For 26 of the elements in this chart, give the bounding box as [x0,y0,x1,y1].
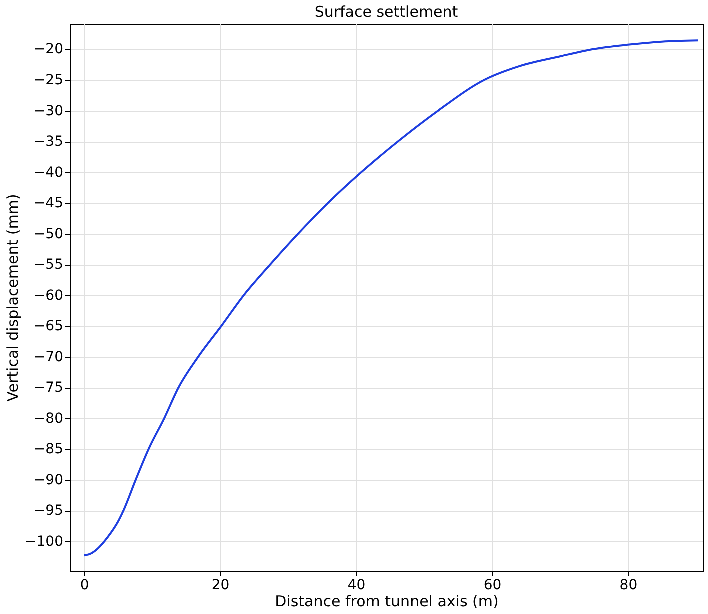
line-series [83,40,700,557]
y-tick-label: −70 [34,349,64,366]
chart-title: Surface settlement [314,3,458,21]
x-axis-title: Distance from tunnel axis (m) [275,592,499,610]
x-tick-label: 40 [348,578,366,594]
y-tick-label: −25 [34,72,64,88]
x-tick-label: 0 [80,578,90,594]
y-tick-label: −20 [34,42,64,58]
y-tick-label: −100 [25,534,64,550]
y-tick-label: −35 [34,134,64,150]
y-tick-label: −75 [34,380,64,396]
y-tick-label: −60 [34,288,64,304]
y-tick-label: −55 [34,257,64,274]
x-tick-label: 60 [484,578,502,594]
y-tick-label: −90 [34,472,64,488]
y-tick-label: −40 [34,164,64,181]
y-tick-label: −95 [34,503,64,520]
x-tick-label: 20 [212,578,230,594]
y-tick-label: −50 [34,226,64,242]
x-tick-label: 80 [620,578,638,594]
y-tick-label: −30 [34,103,64,120]
y-axis-title: Vertical displacement (mm) [4,194,22,402]
y-tick-label: −80 [34,410,64,427]
y-tick-label: −85 [34,442,64,458]
y-tick-label: −45 [34,196,64,212]
y-tick-label: −65 [34,318,64,335]
